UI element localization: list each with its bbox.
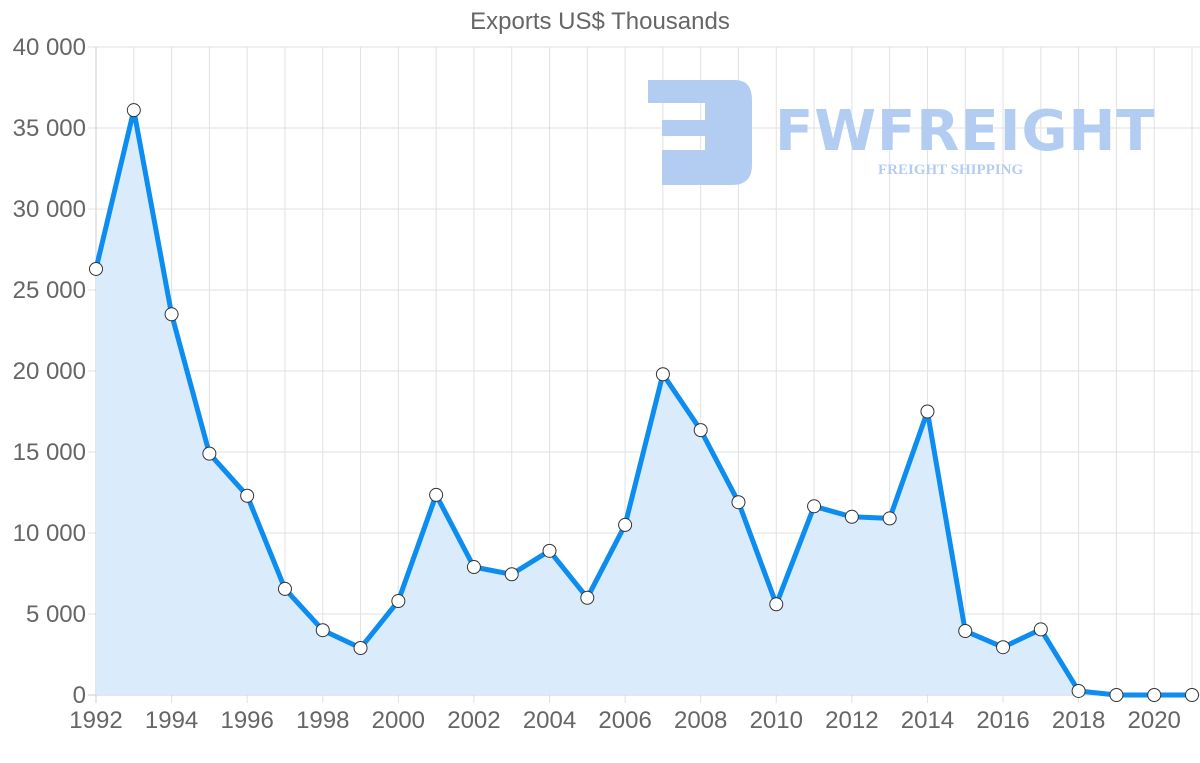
x-tick-label: 2008 [674,707,727,734]
watermark-logo: FWFREIGHT FREIGHT SHIPPING [648,80,1156,185]
y-tick-label: 25 000 [13,277,86,304]
x-tick-label: 2016 [976,707,1029,734]
y-tick-label: 15 000 [13,439,86,466]
y-tick-label: 0 [73,682,86,709]
x-tick-label: 1992 [69,707,122,734]
data-point[interactable] [202,446,217,461]
y-tick-label: 30 000 [13,196,86,223]
y-axis: 0 5 000 10 000 15 000 20 000 25 000 30 000 35 0… [13,34,86,709]
data-point[interactable] [731,495,746,510]
x-tick-label: 2012 [825,707,878,734]
x-tick-label: 1994 [145,707,198,734]
data-point[interactable] [844,509,859,524]
data-point[interactable] [1071,683,1086,698]
data-point[interactable] [542,543,557,558]
watermark-tagline: FREIGHT SHIPPING [878,162,1023,178]
x-tick-label: 2002 [447,707,500,734]
data-point[interactable] [391,594,406,609]
x-tick-label: 2020 [1128,707,1181,734]
y-tick-label: 10 000 [13,520,86,547]
data-point[interactable] [315,623,330,638]
x-tick-label: 2014 [901,707,954,734]
data-point[interactable] [882,511,897,526]
data-point[interactable] [618,517,633,532]
data-point[interactable] [277,581,292,596]
data-point[interactable] [693,423,708,438]
x-tick-label: 2018 [1052,707,1105,734]
data-point[interactable] [126,103,141,118]
data-point[interactable] [1109,688,1124,702]
data-point[interactable] [89,261,103,276]
data-point[interactable] [240,488,255,503]
x-tick-label: 2006 [598,707,651,734]
data-point[interactable] [353,641,368,656]
data-point[interactable] [807,499,822,514]
data-point[interactable] [164,307,179,322]
data-point[interactable] [580,590,595,605]
data-points [89,103,1199,702]
x-axis: 1992 1994 1996 1998 2000 2002 2004 2006 2008 2010… [69,707,1181,734]
y-tick-label: 40 000 [13,34,86,61]
data-point[interactable] [429,487,444,502]
watermark-brand: FWFREIGHT [775,99,1156,164]
chart-title: Exports US$ Thousands [470,8,730,35]
data-point[interactable] [1147,688,1162,702]
data-point[interactable] [504,567,519,582]
logo-mark-icon [648,80,752,185]
y-tick-label: 5 000 [26,601,86,628]
data-point[interactable] [920,404,935,419]
x-tick-label: 2010 [750,707,803,734]
data-point[interactable] [1033,622,1048,637]
data-point[interactable] [769,597,784,612]
area-fill [96,110,1192,695]
data-point[interactable] [655,367,670,382]
y-tick-label: 35 000 [13,115,86,142]
x-tick-label: 1996 [220,707,273,734]
data-point[interactable] [1185,688,1199,702]
x-tick-label: 2004 [523,707,576,734]
data-point[interactable] [996,640,1011,655]
data-point[interactable] [466,560,481,575]
x-tick-label: 1998 [296,707,349,734]
y-tick-label: 20 000 [13,358,86,385]
x-tick-label: 2000 [372,707,425,734]
data-point[interactable] [958,624,973,639]
